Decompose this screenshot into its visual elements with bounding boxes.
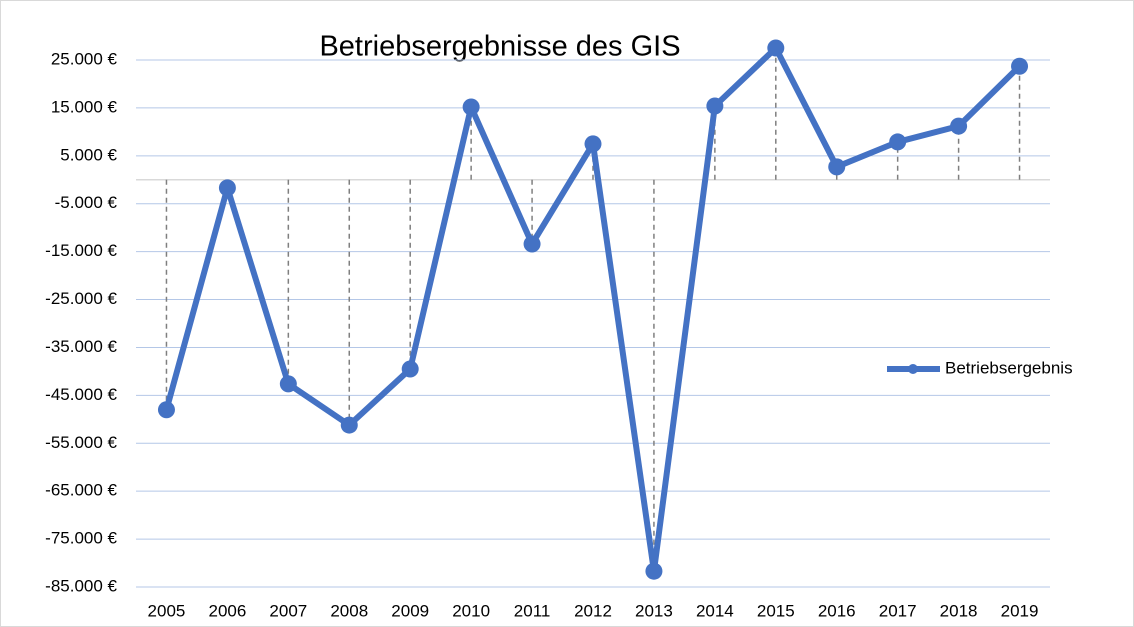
y-tick-label: -65.000 € bbox=[45, 481, 117, 500]
x-tick-label: 2015 bbox=[757, 601, 795, 620]
legend-label: Betriebsergebnis bbox=[945, 358, 1073, 377]
point bbox=[767, 39, 785, 57]
y-tick-label: 25.000 € bbox=[51, 49, 118, 68]
y-tick-label: -35.000 € bbox=[45, 337, 117, 356]
point bbox=[279, 375, 297, 393]
y-tick-label: -75.000 € bbox=[45, 529, 117, 548]
x-tick-label: 2006 bbox=[208, 601, 246, 620]
y-tick-label: -45.000 € bbox=[45, 385, 117, 404]
x-tick-label: 2009 bbox=[391, 601, 429, 620]
y-tick-label: -55.000 € bbox=[45, 433, 117, 452]
y-tick-label: 5.000 € bbox=[60, 145, 117, 164]
point bbox=[889, 133, 907, 151]
chart-title: Betriebsergebnisse des GIS bbox=[319, 31, 680, 63]
point bbox=[523, 235, 541, 253]
x-tick-label: 2005 bbox=[148, 601, 186, 620]
x-tick-label: 2019 bbox=[1001, 601, 1039, 620]
x-tick-label: 2016 bbox=[818, 601, 856, 620]
point bbox=[401, 360, 419, 378]
point bbox=[950, 117, 968, 135]
point bbox=[218, 179, 236, 197]
point bbox=[645, 562, 663, 580]
x-tick-label: 2013 bbox=[635, 601, 673, 620]
y-tick-label: -5.000 € bbox=[55, 193, 118, 212]
y-tick-label: 15.000 € bbox=[51, 97, 118, 116]
x-tick-label: 2008 bbox=[330, 601, 368, 620]
y-tick-label: -85.000 € bbox=[45, 576, 117, 595]
point bbox=[706, 97, 724, 115]
x-tick-label: 2011 bbox=[514, 601, 551, 620]
point bbox=[340, 416, 358, 434]
x-tick-label: 2018 bbox=[940, 601, 978, 620]
point bbox=[462, 98, 480, 116]
x-tick-label: 2017 bbox=[879, 601, 917, 620]
x-tick-label: 2007 bbox=[269, 601, 307, 620]
x-tick-label: 2012 bbox=[574, 601, 612, 620]
y-tick-label: -15.000 € bbox=[45, 241, 117, 260]
legend-marker bbox=[908, 364, 918, 374]
y-tick-label: -25.000 € bbox=[45, 289, 117, 308]
point bbox=[157, 401, 175, 419]
point bbox=[584, 135, 602, 153]
x-tick-label: 2010 bbox=[452, 601, 490, 620]
x-tick-label: 2014 bbox=[696, 601, 734, 620]
point bbox=[828, 158, 846, 176]
point bbox=[1011, 57, 1029, 75]
